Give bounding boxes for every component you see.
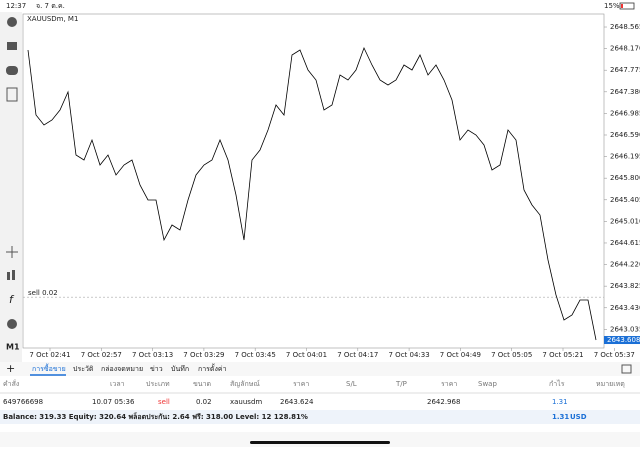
order-symbol: xauusdm	[230, 398, 262, 406]
column-header: หมายเหตุ	[596, 380, 625, 388]
column-header: เวลา	[110, 380, 125, 388]
y-tick-label: 2645.010	[610, 217, 640, 225]
current-price: 2642.968	[427, 398, 460, 406]
indicator-icon[interactable]	[12, 270, 15, 280]
tab[interactable]: การตั้งค่า	[198, 362, 227, 373]
column-header: สัญลักษณ์	[230, 380, 260, 388]
x-tick-label: 7 Oct 05:37	[594, 351, 635, 359]
tab[interactable]: ข่าว	[150, 365, 163, 373]
battery-level	[621, 4, 623, 8]
timeframe-button[interactable]: M1	[6, 343, 20, 352]
column-header: Swap	[478, 380, 497, 388]
summary-bar	[0, 410, 640, 424]
y-tick-label: 2645.800	[610, 174, 640, 182]
home-indicator	[250, 441, 390, 444]
y-tick-label: 2644.220	[610, 261, 640, 269]
column-header: ประเภท	[146, 380, 170, 388]
x-tick-label: 7 Oct 03:45	[235, 351, 276, 359]
x-tick-label: 7 Oct 02:41	[29, 351, 70, 359]
account-icon[interactable]	[7, 17, 17, 27]
column-header: ราคา	[441, 380, 457, 388]
y-tick-label: 2647.380	[610, 88, 640, 96]
column-header: กำไร	[549, 379, 565, 388]
bottom-bar	[0, 432, 640, 447]
objects-icon[interactable]	[7, 319, 17, 329]
new-chart-icon[interactable]	[6, 87, 18, 102]
x-tick-label: 7 Oct 05:21	[542, 351, 583, 359]
chart-title: XAUUSDm, M1	[27, 15, 78, 23]
summary-profit: 1.31	[552, 413, 569, 421]
price-line	[27, 46, 597, 341]
y-tick-label: 2648.170	[610, 45, 640, 53]
column-header: ขนาด	[193, 380, 211, 388]
x-tick-label: 7 Oct 03:13	[132, 351, 173, 359]
plot-frame	[22, 13, 605, 349]
layout-icon[interactable]	[621, 364, 632, 374]
x-tick-label: 7 Oct 04:33	[389, 351, 430, 359]
add-button[interactable]: +	[6, 362, 15, 375]
order-line-label: sell 0.02	[28, 289, 58, 297]
x-tick-label: 7 Oct 04:49	[440, 351, 481, 359]
table-header: คำสั่ง เวลา ประเภท ขนาด สัญลักษณ์ ราคา S/L T/P ร…	[3, 379, 625, 388]
y-tick-label: 2647.775	[610, 66, 640, 74]
x-tick-label: 7 Oct 04:17	[337, 351, 378, 359]
order-size: 0.02	[196, 398, 212, 406]
column-header: T/P	[395, 380, 407, 388]
y-tick-label: 2645.405	[610, 196, 640, 204]
price-label: 2643.608	[607, 336, 640, 344]
price-label-bg	[604, 336, 640, 345]
chat-icon[interactable]	[6, 66, 18, 75]
y-tick-label: 2643.825	[610, 282, 640, 290]
x-tick-label: 7 Oct 03:29	[183, 351, 224, 359]
status-date: จ. 7 ต.ค.	[36, 2, 65, 10]
tab[interactable]: ประวัติ	[73, 365, 94, 373]
tab-bar	[0, 362, 640, 376]
column-header: S/L	[346, 380, 357, 388]
order-id: 649766698	[3, 398, 43, 406]
order-profit: 1.31	[552, 398, 568, 406]
y-tick-label: 2648.565	[610, 23, 640, 31]
battery-icon	[619, 2, 635, 10]
column-header: ราคา	[293, 380, 309, 388]
trade-icon[interactable]	[7, 42, 17, 50]
tab[interactable]: กล่องจดหมาย	[101, 365, 143, 373]
y-tick-label: 2644.615	[610, 239, 640, 247]
tabs: การซื้อขาย ประวัติ กล่องจดหมาย ข่าว บันทึก กา…	[30, 362, 227, 376]
order-time: 10.07 05:36	[92, 398, 135, 406]
y-tick-label: 2643.430	[610, 304, 640, 312]
indicator-icon[interactable]	[7, 272, 10, 280]
open-price: 2643.624	[280, 398, 314, 406]
crosshair-icon[interactable]	[6, 246, 18, 258]
summary-currency: USD	[570, 413, 587, 421]
plot: 2648.565 2648.170 2647.775 2647.380 2646.985…	[23, 23, 640, 359]
y-tick-label: 2646.590	[610, 131, 640, 139]
tab[interactable]: บันทึก	[171, 364, 189, 373]
order-type: sell	[158, 398, 170, 406]
x-tick-label: 7 Oct 05:05	[491, 351, 532, 359]
y-tick-label: 2646.195	[610, 153, 640, 161]
y-tick-label: 2646.985	[610, 109, 640, 117]
tab[interactable]: การซื้อขาย	[32, 362, 66, 373]
column-header: คำสั่ง	[3, 379, 19, 388]
x-tick-label: 7 Oct 04:01	[286, 351, 327, 359]
status-time: 12:37	[6, 2, 26, 10]
y-tick-label: 2643.035	[610, 325, 640, 333]
battery: 15%	[604, 2, 620, 10]
x-tick-label: 7 Oct 02:57	[81, 351, 122, 359]
summary: Balance: 319.33 Equity: 320.64 พล็อตประก…	[3, 412, 308, 421]
function-icon[interactable]: f	[9, 293, 15, 306]
toolbar	[0, 12, 22, 362]
